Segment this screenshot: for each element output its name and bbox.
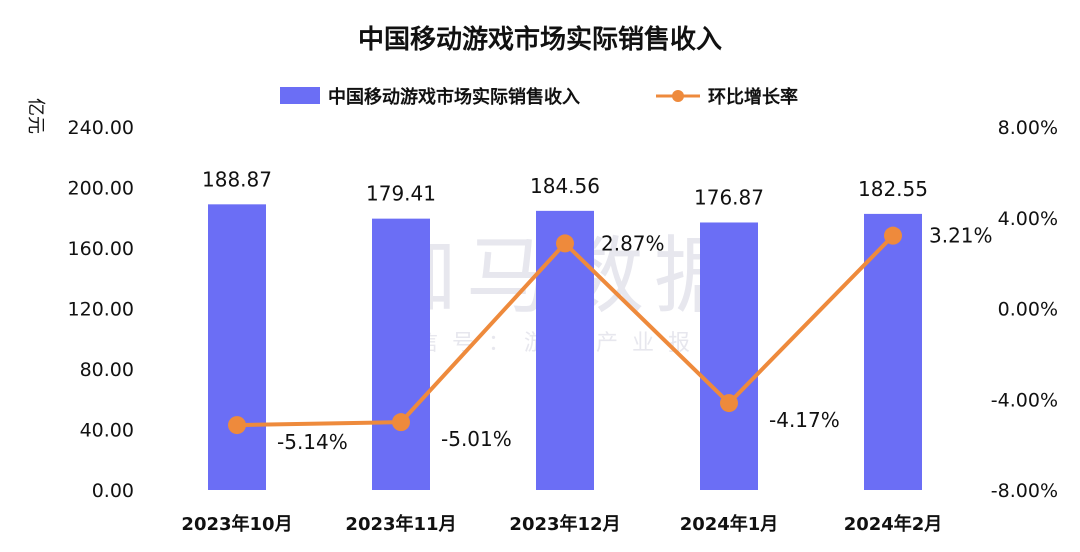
bars: 188.87 179.41 184.56 176.87 182.55	[202, 167, 928, 491]
x-tick-label: 2023年10月	[181, 513, 292, 535]
y-tick-label: 80.00	[80, 359, 134, 381]
x-tick-label: 2024年1月	[680, 513, 779, 535]
bar-value-label: 184.56	[530, 174, 600, 198]
chart-title: 中国移动游戏市场实际销售收入	[358, 24, 722, 55]
y2-tick-label: 4.00%	[998, 208, 1058, 230]
x-axis-ticks: 2023年10月 2023年11月 2023年12月 2024年1月 2024年2月	[181, 513, 942, 535]
growth-point	[884, 226, 902, 245]
bar	[208, 204, 266, 491]
growth-point	[392, 413, 410, 432]
growth-point	[556, 234, 574, 253]
bar-value-label: 176.87	[694, 185, 764, 209]
bar-value-label: 188.87	[202, 167, 272, 191]
x-tick-label: 2024年2月	[844, 513, 943, 535]
legend-bar-label: 中国移动游戏市场实际销售收入	[328, 86, 580, 108]
legend-line-label: 环比增长率	[708, 86, 798, 108]
y2-tick-label: 0.00%	[998, 299, 1058, 321]
growth-value-label: 3.21%	[929, 224, 993, 248]
growth-value-label: 2.87%	[601, 231, 665, 255]
growth-value-label: -5.14%	[277, 430, 348, 454]
y2-tick-label: -4.00%	[991, 389, 1058, 411]
y-axis-unit: 亿元	[25, 98, 46, 134]
y-tick-label: 40.00	[80, 420, 134, 442]
growth-value-label: -4.17%	[769, 408, 840, 432]
legend: 中国移动游戏市场实际销售收入 环比增长率	[280, 86, 798, 108]
bar-value-label: 182.55	[858, 177, 928, 201]
x-tick-label: 2023年12月	[509, 513, 620, 535]
x-tick-label: 2023年11月	[345, 513, 456, 535]
growth-value-label: -5.01%	[441, 427, 512, 451]
legend-bar-swatch	[280, 87, 320, 104]
growth-line-layer: -5.14% -5.01% 2.87% -4.17% 3.21%	[228, 224, 993, 454]
y-axis-ticks: 0.00 40.00 80.00 120.00 160.00 200.00 240.00	[68, 117, 134, 502]
y2-tick-label: -8.00%	[991, 480, 1058, 502]
bar-value-label: 179.41	[366, 182, 436, 206]
bar	[864, 213, 922, 490]
y-tick-label: 200.00	[68, 178, 134, 200]
y-tick-label: 120.00	[68, 299, 134, 321]
y-tick-label: 160.00	[68, 238, 134, 260]
y2-tick-label: 8.00%	[998, 117, 1058, 139]
y-tick-label: 0.00	[92, 480, 134, 502]
legend-line-marker	[672, 90, 684, 102]
bar	[372, 218, 430, 490]
bar	[536, 210, 594, 490]
growth-point	[228, 416, 246, 435]
growth-point	[720, 394, 738, 413]
y2-axis-ticks: -8.00% -4.00% 0.00% 4.00% 8.00%	[991, 117, 1058, 502]
y-tick-label: 240.00	[68, 117, 134, 139]
bar	[700, 222, 758, 490]
